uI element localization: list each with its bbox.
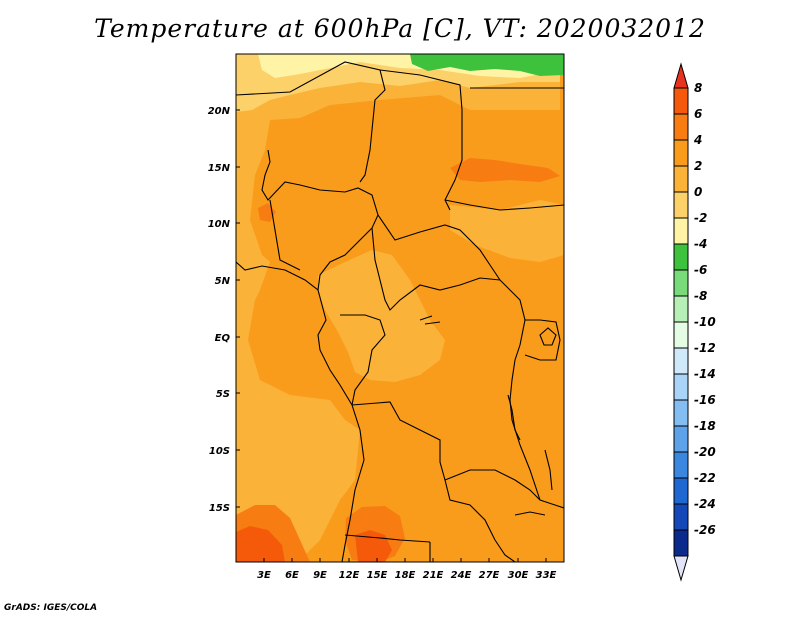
field-moderate-region: [236, 54, 560, 562]
grads-credit: GrADS: IGES/COLA: [4, 603, 98, 613]
colorbar-segment: [673, 113, 689, 141]
colorbar-segment: [673, 139, 689, 167]
lake-tanganyika: [507, 394, 521, 441]
border-sudan: [444, 199, 564, 211]
border-car: [317, 227, 373, 291]
longitude-label: 9E: [313, 570, 327, 581]
longitude-label: 30E: [508, 570, 529, 581]
border-nigeria-cameroon: [269, 199, 301, 271]
border-north-1: [236, 61, 386, 183]
longitude-label: 15E: [367, 570, 388, 581]
longitude-label: 24E: [451, 570, 472, 581]
colorbar-segment: [673, 295, 689, 323]
colorbar-label: -24: [694, 497, 716, 511]
field-green-north: [410, 54, 564, 76]
colorbar-label: -22: [694, 471, 716, 485]
border-drc-east: [499, 279, 541, 501]
border-chad: [261, 149, 379, 229]
coastline-west: [236, 261, 365, 562]
colorbar-label: -26: [694, 523, 716, 537]
colorbar-label: 6: [694, 107, 702, 121]
lake-malawi: [544, 449, 553, 491]
map-title: Temperature at 600hPa [C], VT: 202003201…: [94, 14, 706, 43]
colorbar: 8 6 4 2 0 -2 -4 -6 -8 -10 -12 -14 -16 -18 -20 -22 -24 -26: [673, 62, 716, 582]
colorbar-label: -14: [694, 367, 716, 381]
temperature-field: [236, 54, 564, 562]
latitude-label: EQ: [215, 333, 231, 344]
colorbar-label: -6: [694, 263, 707, 277]
colorbar-label: 8: [694, 81, 702, 95]
border-congo: [340, 314, 386, 406]
colorbar-label: -4: [694, 237, 707, 251]
colorbar-segment: [673, 217, 689, 245]
colorbar-label: -12: [694, 341, 716, 355]
latitude-label: 5S: [216, 389, 230, 400]
latitude-label: 15N: [208, 163, 231, 174]
latitude-label: 20N: [208, 106, 231, 117]
colorbar-segment: [673, 191, 689, 219]
border-angola-south: [344, 534, 431, 543]
border-southeast: [429, 539, 516, 562]
colorbar-label: 4: [693, 133, 702, 147]
colorbar-segment: [673, 373, 689, 401]
longitude-label: 3E: [257, 570, 271, 581]
colorbar-label: -18: [694, 419, 716, 433]
longitude-axis: 3E 6E 9E 12E 15E 18E 21E 24E 27E 30E 33E: [257, 558, 557, 581]
longitude-label: 33E: [536, 570, 557, 581]
map-frame: [235, 53, 565, 563]
border-car-south: [371, 227, 501, 311]
colorbar-segment: [673, 503, 689, 531]
colorbar-label: -10: [694, 315, 716, 329]
field-moderate-center: [318, 250, 445, 382]
latitude-label: 5N: [215, 276, 231, 287]
colorbar-bottom-arrow: [673, 555, 689, 582]
latitude-label: 10S: [209, 446, 230, 457]
colorbar-label: -16: [694, 393, 716, 407]
longitude-label: 18E: [395, 570, 416, 581]
colorbar-segment: [673, 399, 689, 427]
colorbar-label: 0: [694, 185, 702, 199]
field-hot-east-patch: [450, 158, 560, 182]
colorbar-segment: [673, 477, 689, 505]
colorbar-segment: [673, 529, 689, 557]
colorbar-segment: [673, 425, 689, 453]
colorbar-label: -8: [694, 289, 707, 303]
colorbar-segment: [673, 243, 689, 271]
river-congo: [419, 315, 441, 325]
colorbar-segment: [673, 347, 689, 375]
colorbar-segment: [673, 165, 689, 193]
colorbar-label: -2: [694, 211, 707, 225]
longitude-label: 27E: [479, 570, 500, 581]
latitude-label: 10N: [208, 219, 231, 230]
colorbar-label: -20: [694, 445, 716, 459]
colorbar-segment: [673, 269, 689, 297]
country-borders: [236, 61, 564, 562]
longitude-label: 12E: [339, 570, 360, 581]
lake-victoria: [539, 327, 557, 346]
colorbar-segment: [673, 321, 689, 349]
colorbar-segment: [673, 87, 689, 115]
border-southeast-2: [514, 511, 546, 516]
longitude-label: 6E: [285, 570, 299, 581]
colorbar-segment: [673, 451, 689, 479]
field-hottest-southwest: [236, 526, 285, 562]
longitude-label: 21E: [423, 570, 444, 581]
border-zambia: [444, 469, 564, 509]
border-drc-angola: [351, 401, 496, 541]
latitude-label: 15S: [209, 503, 230, 514]
border-east-lakes: [524, 319, 561, 361]
border-car-east: [377, 214, 501, 281]
latitude-axis: 20N 15N 10N 5N EQ 5S 10S 15S: [208, 106, 240, 514]
border-north-2: [379, 69, 463, 211]
field-moderate-east: [450, 200, 564, 262]
colorbar-top-arrow: [673, 62, 689, 89]
colorbar-label: 2: [694, 159, 702, 173]
